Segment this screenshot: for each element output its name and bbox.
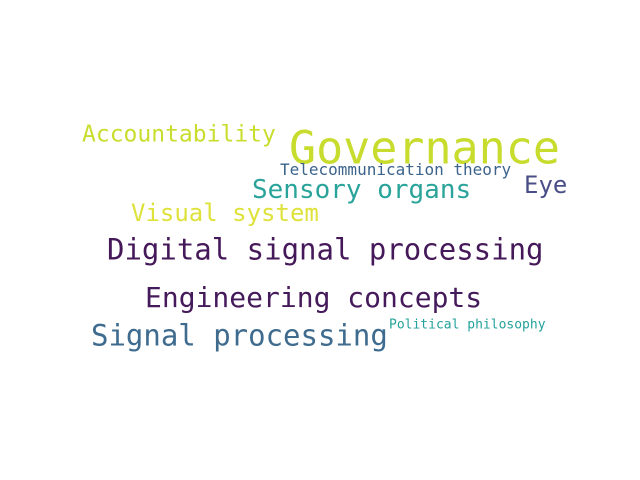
word-governance: Governance <box>289 121 560 175</box>
word-engineering-concepts: Engineering concepts <box>145 281 483 314</box>
word-visual-system: Visual system <box>131 199 319 227</box>
word-accountability: Accountability <box>82 121 276 148</box>
word-political-philosophy: Political philosophy <box>389 317 546 333</box>
word-eye: Eye <box>524 171 568 199</box>
word-digital-signal-processing: Digital signal processing <box>107 232 544 267</box>
word-sensory-organs: Sensory organs <box>252 175 472 205</box>
word-telecommunication-theory: Telecommunication theory <box>280 160 512 179</box>
word-signal-processing: Signal processing <box>91 318 388 353</box>
